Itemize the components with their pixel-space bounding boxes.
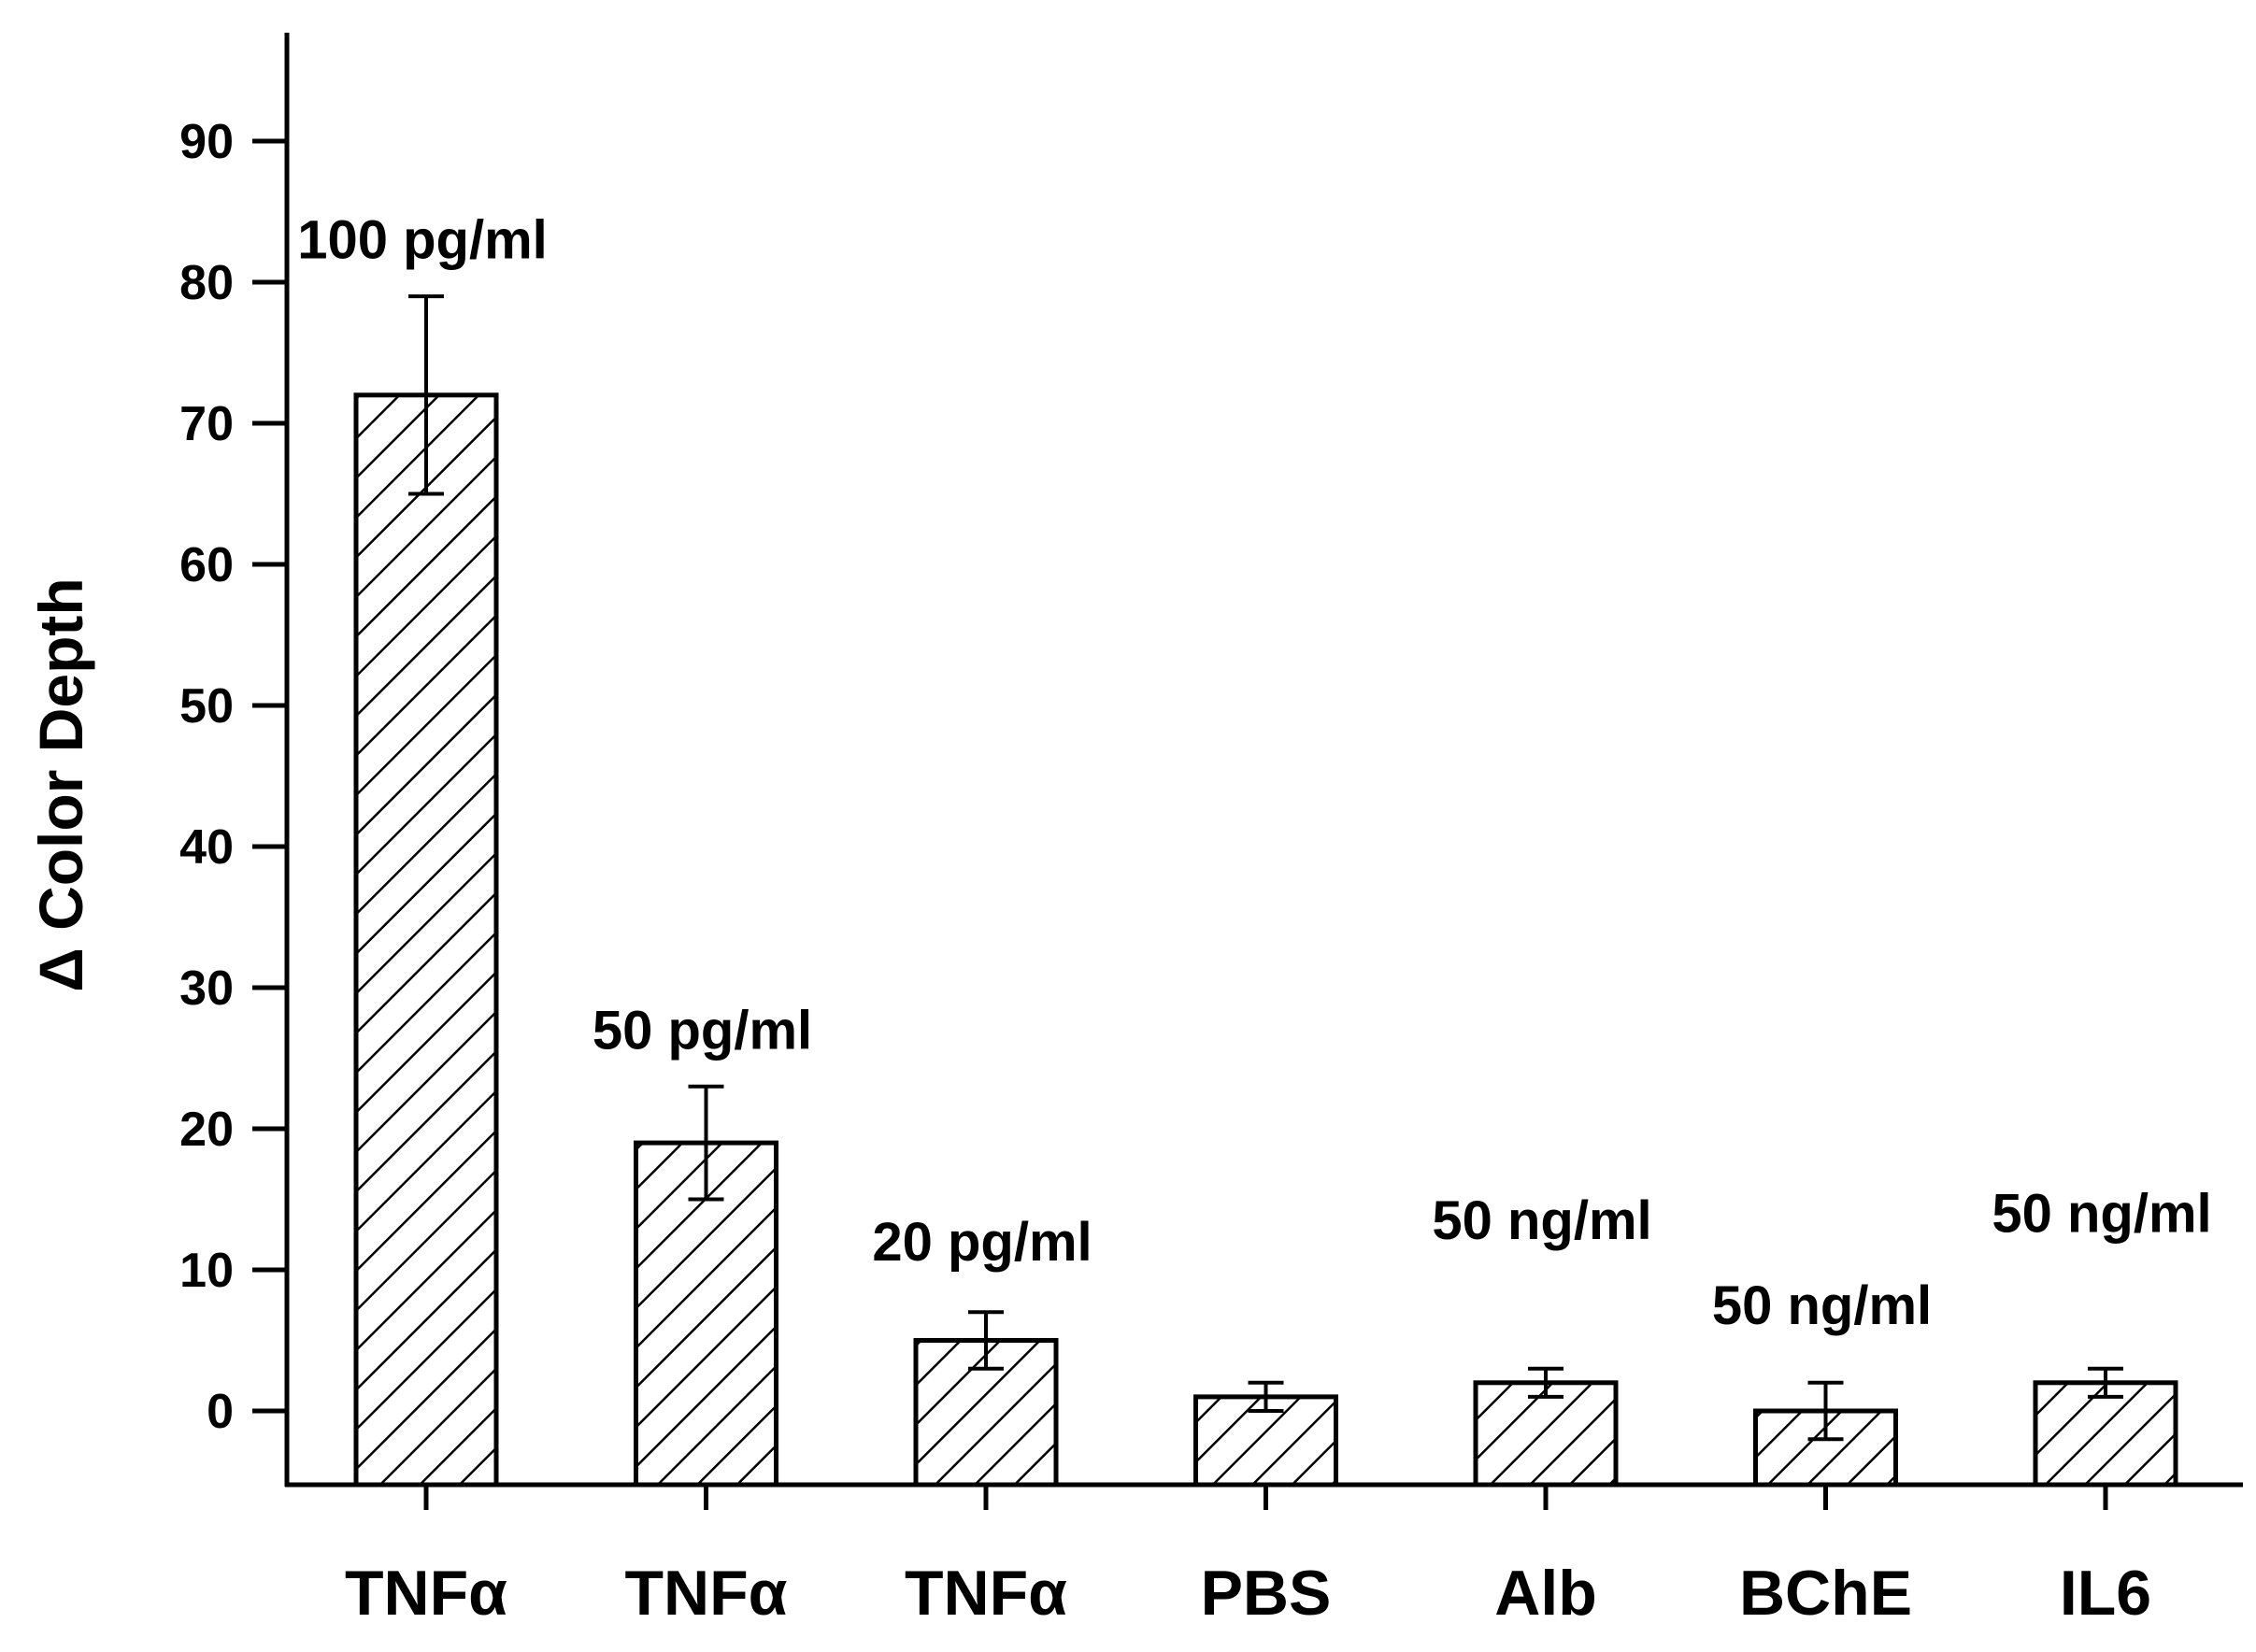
concentration-label: 100 pg/ml — [297, 210, 548, 271]
y-tick-label: 90 — [179, 115, 234, 169]
x-tick-label: PBS — [1201, 1558, 1332, 1629]
x-tick-label: Alb — [1494, 1558, 1597, 1629]
concentration-label: 20 pg/ml — [872, 1212, 1092, 1273]
x-tick-label: BChE — [1739, 1558, 1912, 1629]
x-tick-label: TNFα — [345, 1558, 507, 1629]
x-tick-label: IL6 — [2060, 1558, 2151, 1629]
y-tick-label: 50 — [179, 679, 234, 733]
y-tick-label: 40 — [179, 820, 234, 875]
y-tick-label: 70 — [179, 397, 234, 451]
y-tick-label: 20 — [179, 1103, 234, 1157]
y-tick-label: 60 — [179, 538, 234, 592]
y-tick-label: 0 — [207, 1385, 234, 1439]
bar — [353, 392, 499, 1488]
x-tick-label: TNFα — [905, 1558, 1067, 1629]
x-tick-label: TNFα — [625, 1558, 788, 1629]
y-tick-label: 80 — [179, 256, 234, 310]
concentration-label: 50 pg/ml — [593, 1000, 812, 1061]
concentration-label: 50 ng/ml — [1712, 1275, 1932, 1336]
y-tick-label: 10 — [179, 1244, 234, 1298]
y-axis-label: Δ Color Depth — [26, 577, 95, 991]
concentration-label: 50 ng/ml — [1432, 1190, 1651, 1251]
y-tick-label: 30 — [179, 961, 234, 1016]
concentration-label: 50 ng/ml — [1992, 1184, 2211, 1245]
